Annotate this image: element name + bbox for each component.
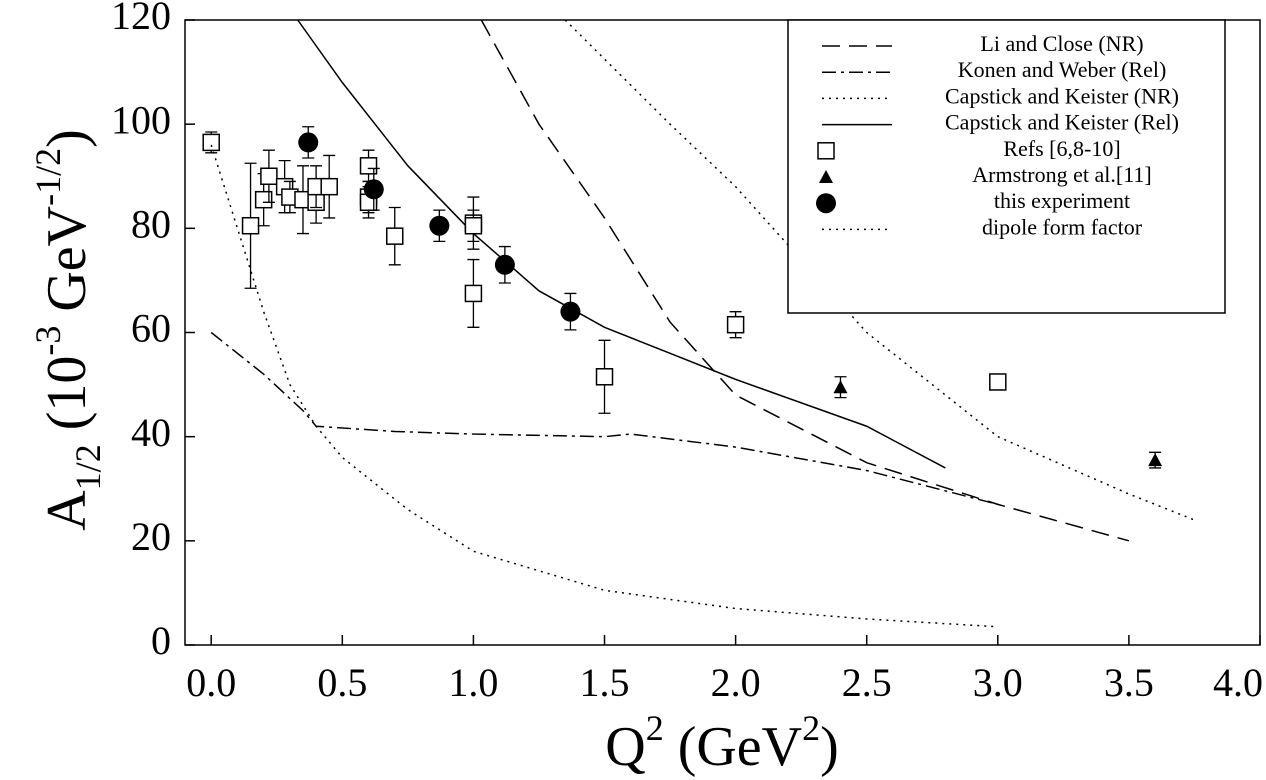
marker-square xyxy=(386,227,404,245)
marker-square xyxy=(320,177,338,196)
y-axis-label-part: (10 xyxy=(36,356,98,445)
marker-square xyxy=(464,284,483,303)
marker-square xyxy=(726,315,745,334)
legend: Li and Close (NR)Konen and Weber (Rel)Ca… xyxy=(787,19,1226,314)
curve xyxy=(210,331,998,506)
marker-square xyxy=(254,190,273,209)
legend-swatch xyxy=(816,193,836,214)
x-tick-label: 3.5 xyxy=(1104,660,1154,705)
legend-box xyxy=(787,19,1226,314)
marker-triangle xyxy=(1148,453,1163,467)
legend-label: dipole form factor xyxy=(982,214,1143,239)
x-tick-label: 3.0 xyxy=(973,660,1023,705)
curve xyxy=(564,19,1195,521)
y-axis-label-part: -1/2 xyxy=(28,148,68,206)
marker-circle xyxy=(560,301,581,322)
marker-square xyxy=(464,216,483,235)
y-axis-label-part: 1/2 xyxy=(68,444,108,490)
x-axis-label-part: 2 xyxy=(646,708,664,748)
x-axis-label-part: (GeV xyxy=(664,716,802,778)
marker-circle xyxy=(429,215,450,236)
y-axis-label: A1/2 (10-3 GeV-1/2) xyxy=(28,129,108,531)
x-tick-label: 4.0 xyxy=(1213,660,1263,705)
x-tick-label: 0.0 xyxy=(186,660,236,705)
marker-square xyxy=(989,373,1007,391)
legend-label: Capstick and Keister (Rel) xyxy=(945,110,1179,135)
marker-square xyxy=(241,216,260,235)
legend-swatch xyxy=(819,170,833,183)
x-axis-label: Q2 (GeV2) xyxy=(605,708,839,778)
marker-square xyxy=(359,157,378,175)
marker-circle xyxy=(494,254,515,275)
legend-label: Konen and Weber (Rel) xyxy=(958,57,1167,82)
marker-triangle xyxy=(833,380,848,394)
x-axis-label-part: 2 xyxy=(802,708,820,748)
x-axis-label-part: ) xyxy=(820,716,839,778)
y-tick-label: 120 xyxy=(111,0,171,38)
x-tick-label: 2.5 xyxy=(842,660,892,705)
y-axis-label-part: A xyxy=(36,490,98,531)
curve xyxy=(480,19,1130,542)
y-axis-label-part: ) xyxy=(36,129,98,148)
y-axis-label-part: -3 xyxy=(28,326,68,356)
x-tick-label: 1.0 xyxy=(448,660,498,705)
y-tick-label: 80 xyxy=(131,202,171,247)
marker-square xyxy=(595,368,614,386)
legend-label: this experiment xyxy=(994,188,1130,213)
marker-square xyxy=(202,133,220,152)
legend-label: Capstick and Keister (NR) xyxy=(945,83,1179,108)
y-tick-label: 0 xyxy=(151,618,171,663)
x-axis-label-part: Q xyxy=(605,716,645,778)
legend-label: Refs [6,8-10] xyxy=(1003,136,1120,161)
marker-circle xyxy=(298,132,319,153)
legend-label: Li and Close (NR) xyxy=(980,31,1143,56)
y-tick-label: 60 xyxy=(131,306,171,351)
marker-circle xyxy=(363,179,384,200)
x-tick-label: 0.5 xyxy=(317,660,367,705)
legend-label: Armstrong et al.[11] xyxy=(972,162,1151,187)
y-tick-label: 40 xyxy=(131,410,171,455)
x-tick-label: 2.0 xyxy=(711,660,761,705)
y-tick-label: 20 xyxy=(131,514,171,559)
marker-square xyxy=(260,167,278,185)
y-axis-label-part: GeV xyxy=(36,206,98,326)
y-tick-label: 100 xyxy=(111,97,171,142)
x-tick-label: 1.5 xyxy=(580,660,630,705)
legend-swatch xyxy=(817,142,835,160)
